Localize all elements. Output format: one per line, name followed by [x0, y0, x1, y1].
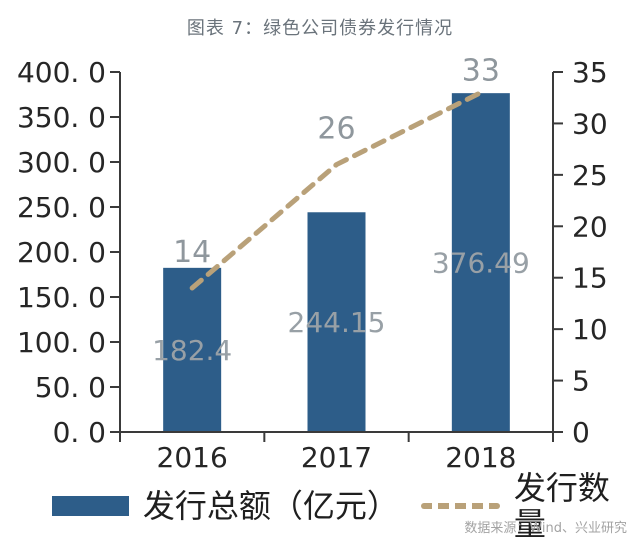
x-axis-category-label: 2017 [301, 441, 372, 474]
chart-legend: 发行总额（亿元） 发行数量 [52, 470, 640, 542]
legend-item-issue-amount: 发行总额（亿元） [52, 488, 399, 524]
right-axis-tick-label: 0 [572, 416, 590, 449]
right-axis-tick-label: 35 [572, 56, 608, 89]
left-axis-tick-label: 100. 0 [17, 326, 106, 359]
x-axis-category-label: 2016 [157, 441, 228, 474]
right-axis-tick-label: 5 [572, 365, 590, 398]
legend-label-issue-amount: 发行总额（亿元） [142, 488, 399, 524]
left-axis-tick-label: 250. 0 [17, 191, 106, 224]
bar-data-label: 182.4 [152, 334, 232, 367]
legend-label-issue-count: 发行数量 [513, 470, 610, 542]
left-axis-tick-label: 50. 0 [35, 371, 106, 404]
line-point-label: 26 [317, 112, 355, 147]
chart-title: 图表 7：绿色公司债券发行情况 [186, 18, 454, 39]
line-point-label: 33 [462, 54, 500, 89]
right-axis-tick-label: 15 [572, 262, 608, 295]
right-axis-tick-label: 10 [572, 313, 608, 346]
bar-data-label: 244.15 [288, 306, 386, 339]
right-axis-tick-label: 20 [572, 210, 608, 243]
bar-series-swatch [52, 496, 129, 516]
line-point-label: 14 [173, 235, 211, 270]
issue-count-dashed-line [189, 90, 484, 291]
bar-2018 [451, 93, 510, 432]
left-axis-tick-label: 0. 0 [53, 416, 106, 449]
left-axis-tick-label: 300. 0 [17, 146, 106, 179]
dashed-line-series-swatch [421, 503, 500, 509]
left-axis-tick-label: 400. 0 [17, 56, 106, 89]
legend-item-issue-count: 发行数量 [421, 470, 640, 542]
right-axis-tick-label: 25 [572, 159, 608, 192]
bar-2017 [307, 212, 366, 432]
left-axis-tick-label: 200. 0 [17, 236, 106, 269]
x-axis-category-label: 2018 [445, 441, 516, 474]
left-axis-tick-label: 350. 0 [17, 101, 106, 134]
data-source-note: 数据来源：Wind、兴业研究 [464, 521, 627, 536]
bar-data-label: 376.49 [432, 247, 530, 280]
left-axis-tick-label: 150. 0 [17, 281, 106, 314]
bar-2016 [163, 267, 222, 432]
right-axis-tick-label: 30 [572, 107, 608, 140]
